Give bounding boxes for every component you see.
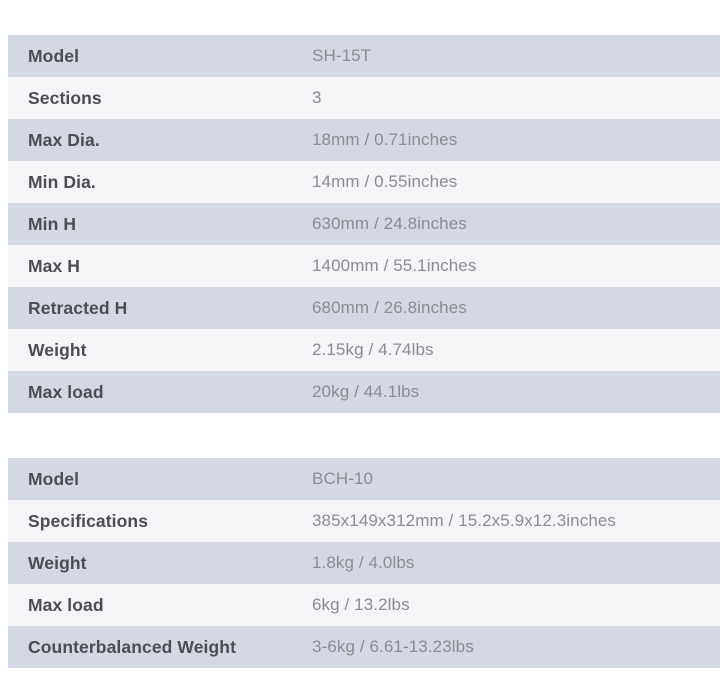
spec-value: 3-6kg / 6.61-13.23lbs (312, 637, 474, 656)
spec-label: Specifications (28, 510, 149, 531)
head-spec-table-body: Model BCH-10 Specifications 385x149x312m… (8, 458, 720, 668)
table-row: Max H 1400mm / 55.1inches (8, 245, 720, 287)
spec-label: Max Dia. (28, 129, 100, 150)
table-row: Model SH-15T (8, 35, 720, 77)
spec-label: Max load (28, 594, 104, 615)
spec-label: Counterbalanced Weight (28, 636, 237, 657)
spec-value: BCH-10 (312, 469, 374, 488)
spec-label: Retracted H (28, 297, 128, 318)
head-spec-table: Model BCH-10 Specifications 385x149x312m… (8, 458, 720, 668)
spec-value: 1400mm / 55.1inches (312, 256, 477, 275)
table-row: Weight 2.15kg / 4.74lbs (8, 329, 720, 371)
spec-value: 6kg / 13.2lbs (312, 595, 410, 614)
table-row: Sections 3 (8, 77, 720, 119)
tripod-spec-table-body: Model SH-15T Sections 3 Max Dia. 18mm / … (8, 35, 720, 413)
table-row: Counterbalanced Weight 3-6kg / 6.61-13.2… (8, 626, 720, 668)
table-row: Max Dia. 18mm / 0.71inches (8, 119, 720, 161)
spec-value: 385x149x312mm / 15.2x5.9x12.3inches (312, 511, 617, 530)
spec-value: 680mm / 26.8inches (312, 298, 467, 317)
tripod-spec-table: Model SH-15T Sections 3 Max Dia. 18mm / … (8, 35, 720, 413)
spec-value: 14mm / 0.55inches (312, 172, 458, 191)
spec-label: Max load (28, 381, 104, 402)
spec-value: 3 (312, 88, 322, 107)
table-row: Max load 20kg / 44.1lbs (8, 371, 720, 413)
spec-label: Max H (28, 255, 81, 276)
table-row: Specifications 385x149x312mm / 15.2x5.9x… (8, 500, 720, 542)
table-row: Model BCH-10 (8, 458, 720, 500)
spec-label: Weight (28, 339, 87, 360)
spec-value: 630mm / 24.8inches (312, 214, 467, 233)
spec-label: Min H (28, 213, 77, 234)
spec-label: Model (28, 45, 80, 66)
table-row: Weight 1.8kg / 4.0lbs (8, 542, 720, 584)
table-row: Min Dia. 14mm / 0.55inches (8, 161, 720, 203)
table-row: Max load 6kg / 13.2lbs (8, 584, 720, 626)
spec-value: 20kg / 44.1lbs (312, 382, 420, 401)
spec-value: SH-15T (312, 46, 372, 65)
spec-label: Model (28, 468, 80, 489)
table-row: Retracted H 680mm / 26.8inches (8, 287, 720, 329)
table-row: Min H 630mm / 24.8inches (8, 203, 720, 245)
spec-label: Min Dia. (28, 171, 96, 192)
spec-value: 1.8kg / 4.0lbs (312, 553, 415, 572)
spec-value: 2.15kg / 4.74lbs (312, 340, 434, 359)
spec-value: 18mm / 0.71inches (312, 130, 458, 149)
spec-label: Sections (28, 87, 102, 108)
spec-label: Weight (28, 552, 87, 573)
